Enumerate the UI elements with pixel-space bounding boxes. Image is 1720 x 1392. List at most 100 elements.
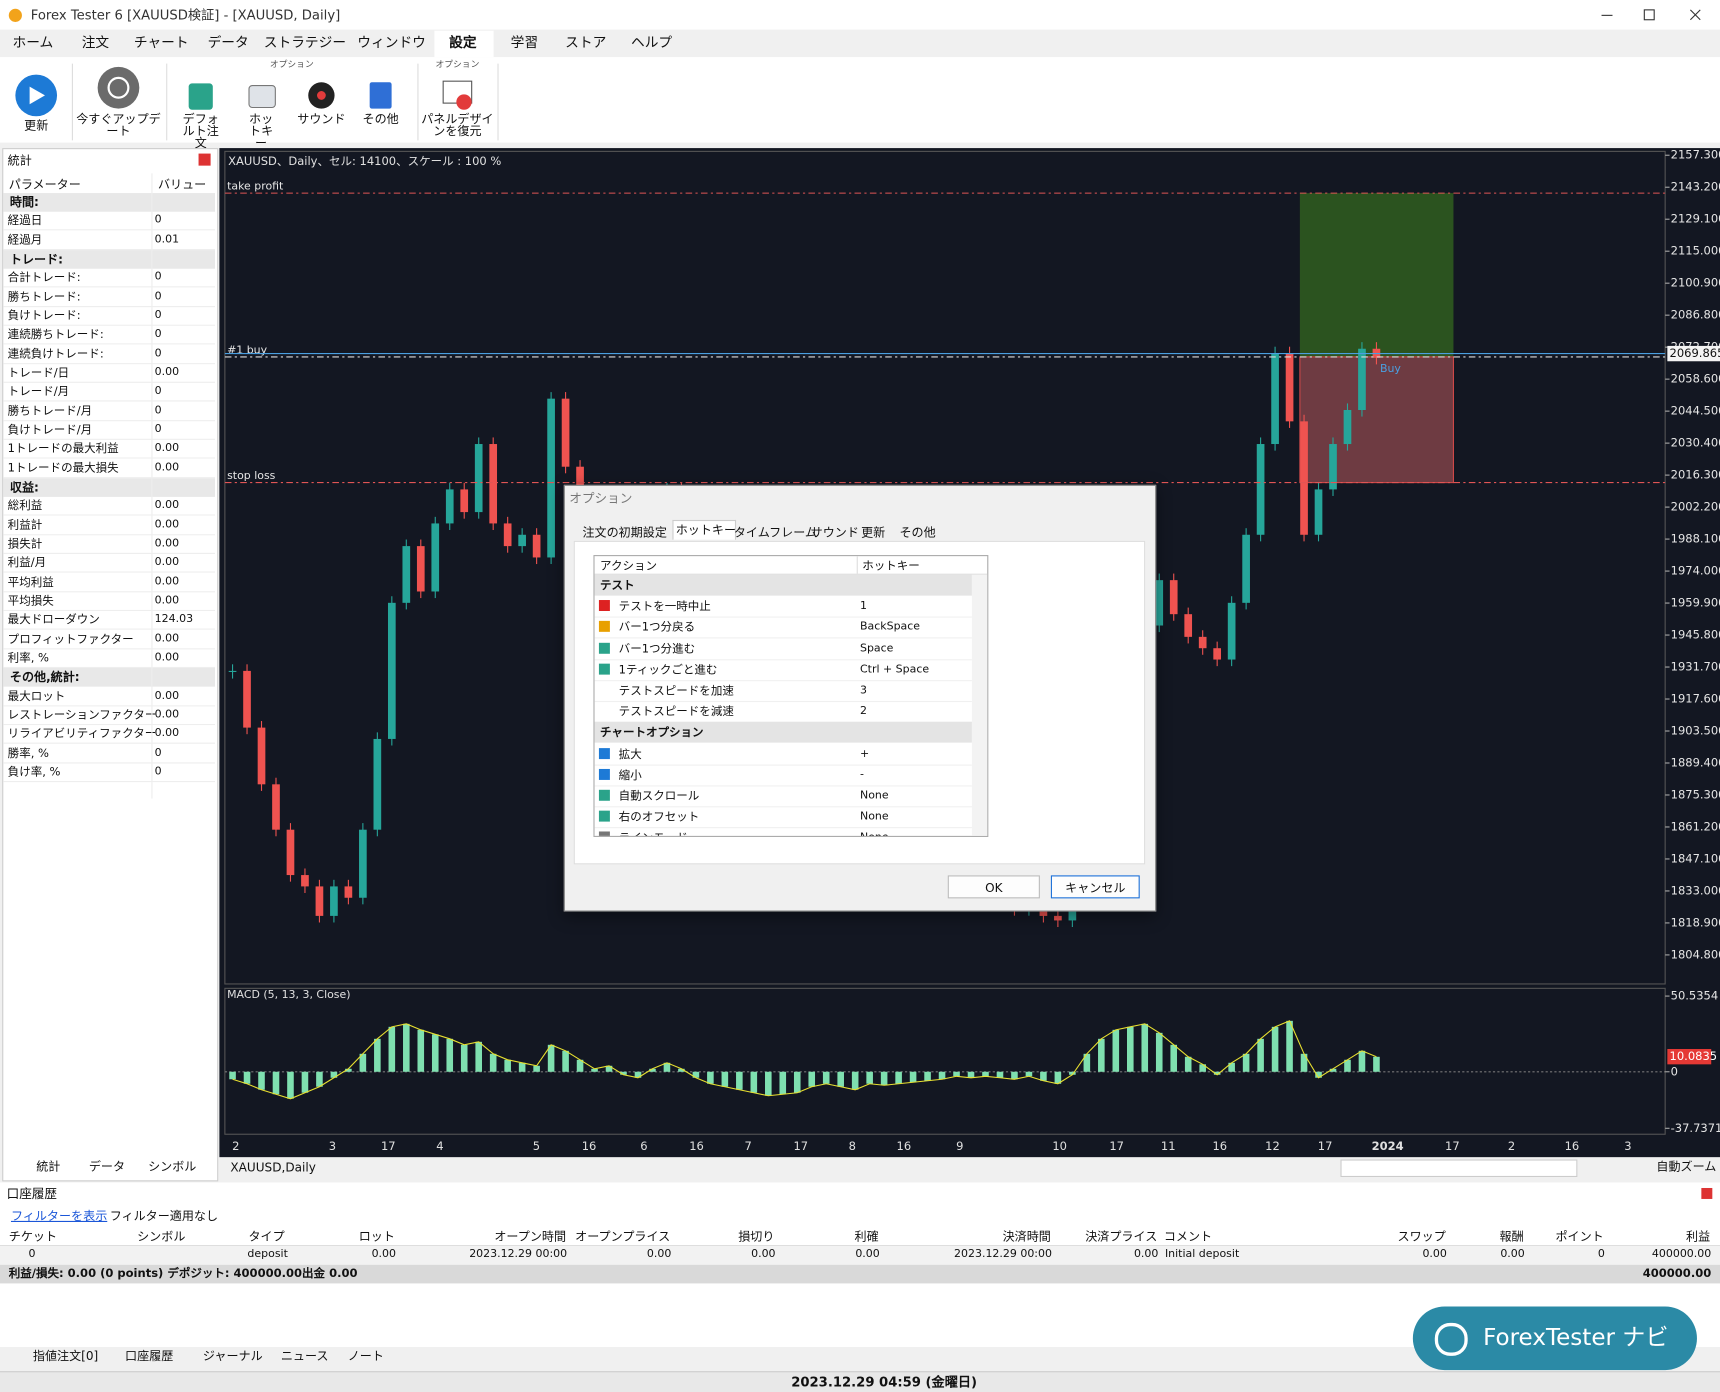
x-tick-label: 17 — [1318, 1139, 1333, 1153]
cell: 0.00 — [1133, 1248, 1159, 1261]
ribbon-button-label[interactable]: ホットキー — [249, 111, 274, 151]
macd-bar — [1112, 1029, 1120, 1072]
action-icon — [598, 789, 610, 801]
update-now-icon[interactable] — [97, 66, 140, 109]
column-header: オープン時間 — [494, 1229, 567, 1244]
cancel-button[interactable]: キャンセル — [1050, 875, 1140, 899]
cell: 0 — [1597, 1248, 1605, 1261]
dialog-close[interactable] — [1133, 490, 1146, 503]
macd-bar — [388, 1026, 396, 1072]
ribbon-button-label[interactable]: サウンド — [297, 111, 346, 127]
macd-bar — [316, 1071, 323, 1087]
account-title: 口座履歴 — [6, 1185, 58, 1202]
macd-bar — [938, 1071, 946, 1080]
stats-tab[interactable]: 統計 — [36, 1159, 61, 1174]
other-icon[interactable] — [369, 82, 392, 109]
ribbon-button-label[interactable]: パネルデザインを復元 — [421, 111, 494, 139]
candle-body — [1343, 409, 1352, 445]
menu-item[interactable]: ホーム — [12, 34, 54, 51]
close[interactable] — [1689, 9, 1701, 21]
stats-label: プロフィットファクター — [7, 632, 134, 646]
stats-value: 0 — [154, 385, 162, 398]
filter-link[interactable]: フィルターを表示 — [10, 1208, 108, 1224]
macd-tick-label: 50.5354 — [1671, 989, 1719, 1003]
row-bg — [0, 1246, 1720, 1265]
stats-panel: 統計 パラメーター バリュー 時間: 経過日 0 経過月 0.01 トレード: 合計トレード: 0 勝… — [2, 148, 219, 1182]
column-header: シンボル — [137, 1229, 186, 1244]
macd-last-label: 10.0835 — [1670, 1049, 1718, 1063]
menu-item[interactable]: ストラテジー — [263, 34, 347, 51]
dialog-tab[interactable]: 注文の初期設定 — [582, 525, 667, 540]
chart-title: XAUUSD、Daily、セル: 14100、スケール : 100 % — [228, 154, 501, 168]
ribbon-button-label[interactable]: 更新 — [24, 118, 49, 133]
level-label: take profit — [227, 180, 284, 193]
dialog-tab[interactable]: 更新 — [861, 525, 886, 540]
dialog-tab[interactable]: タイムフレーム — [733, 525, 817, 540]
bottom-tab[interactable]: ニュース — [280, 1349, 329, 1364]
maximize[interactable] — [1643, 9, 1655, 21]
stats-tab[interactable]: シンボル — [148, 1159, 197, 1174]
x-tick-label: 2 — [1508, 1139, 1515, 1153]
stats-row-line — [3, 761, 216, 763]
action-label: テストを一時中止 — [618, 600, 711, 614]
menu-item[interactable]: チャート — [133, 34, 189, 51]
hotkey-value: Space — [860, 642, 894, 655]
stats-tab[interactable]: データ — [88, 1159, 126, 1174]
chart-tab[interactable]: XAUUSD,Daily — [230, 1160, 316, 1175]
hotkey-value: 2 — [860, 705, 867, 718]
menu-item[interactable]: ストア — [565, 34, 607, 51]
menu-item[interactable]: ウィンドウ — [357, 34, 426, 51]
ribbon-button-label[interactable]: 今すぐアップデート — [76, 111, 161, 139]
hotkey-value: None — [860, 832, 889, 835]
y-tick-label: 1861.200 — [1671, 819, 1720, 833]
menu-item[interactable]: 注文 — [81, 34, 110, 51]
dialog-tab[interactable]: ホットキー — [672, 519, 737, 540]
stats-value: 0.00 — [154, 537, 180, 550]
ribbon-button-label[interactable]: その他 — [362, 111, 399, 127]
table-section-label: テスト — [600, 579, 635, 593]
stats-section-label: 収益: — [9, 480, 39, 495]
candle-body — [561, 398, 570, 467]
action-label: 縮小 — [618, 768, 642, 782]
action-icon — [598, 642, 610, 654]
bottom-tab[interactable]: ノート — [347, 1349, 384, 1364]
account-close[interactable] — [1701, 1187, 1713, 1199]
macd-bar — [967, 1071, 975, 1078]
zoom-button[interactable]: 自動ズーム — [1656, 1160, 1717, 1173]
dialog-tab[interactable]: その他 — [899, 525, 936, 540]
candle-body — [1213, 648, 1222, 660]
macd-bar — [576, 1059, 584, 1072]
stats-label: 利益/月 — [7, 556, 47, 570]
ok-button[interactable]: OK — [947, 875, 1040, 899]
bottom-tab[interactable]: 口座履歴 — [125, 1349, 174, 1364]
menu-item[interactable]: データ — [207, 34, 249, 51]
stats-row-line — [3, 248, 216, 250]
update-now-glyph — [107, 76, 130, 99]
macd-bar — [1300, 1053, 1308, 1072]
stats-row-line — [3, 457, 216, 459]
bottom-tab[interactable]: ジャーナル — [202, 1349, 263, 1364]
y-tick-label: 1917.600 — [1671, 692, 1720, 706]
table-header: ホットキー — [862, 559, 920, 573]
stats-label: 利率, % — [7, 651, 49, 665]
menu-item[interactable]: 設定 — [449, 34, 477, 51]
menu-item[interactable]: 学習 — [510, 34, 539, 51]
navi-badge[interactable]: ForexTester ナビ — [1412, 1306, 1697, 1371]
dialog-tab[interactable]: サウンド — [810, 525, 859, 540]
order-icon[interactable] — [188, 83, 213, 110]
bottom-tab[interactable]: 指値注文[0] — [32, 1349, 99, 1364]
stats-close[interactable] — [198, 153, 211, 166]
ribbon-group-label: オプション — [435, 59, 480, 70]
stats-row-line — [3, 286, 216, 288]
stats-row-line — [3, 476, 216, 478]
macd-bar — [460, 1044, 468, 1072]
ribbon-button-label[interactable]: デフォルト注文 — [182, 111, 219, 151]
stats-value: 0.00 — [154, 575, 180, 588]
stats-label: レストレーションファクター — [7, 708, 157, 722]
row-line — [594, 806, 972, 808]
macd-bar — [504, 1059, 511, 1072]
cell: 0 — [28, 1248, 36, 1261]
menu-item[interactable]: ヘルプ — [630, 34, 673, 51]
macd-bar — [1098, 1038, 1105, 1072]
hotkey-icon[interactable] — [248, 85, 276, 109]
